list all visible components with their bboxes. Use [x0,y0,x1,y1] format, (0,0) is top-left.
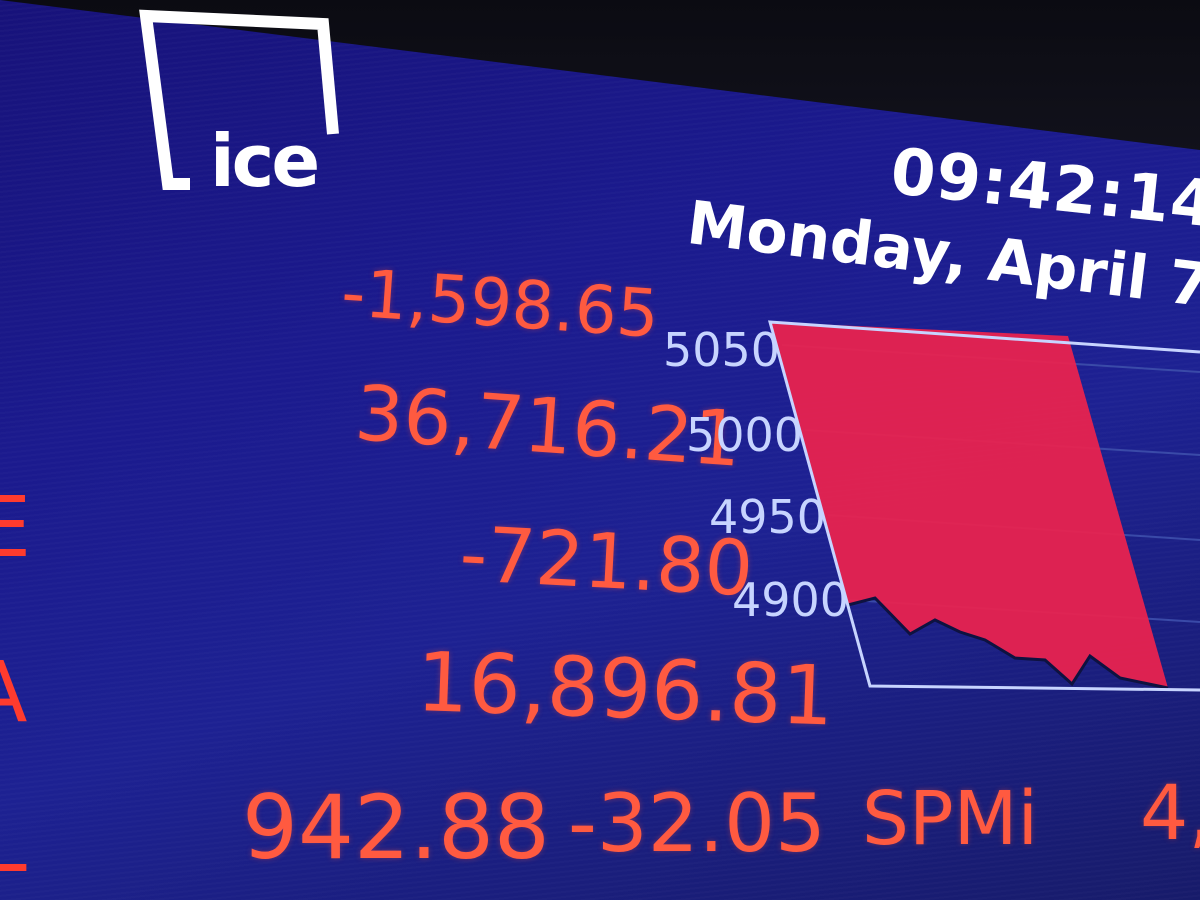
chart-series-line [847,596,1169,690]
y-tick-label-5000: 5000 [686,408,804,462]
bottom-change: -32.05 [568,777,826,870]
left-edge-letter-2: A [0,650,27,734]
bottom-symbol: SPMi [862,776,1039,862]
bottom-value: 942.88 [242,776,550,879]
left-edge-letter-1: E [0,478,32,576]
left-edge-letter-3: L [0,793,27,891]
ice-logo-icon [139,9,339,190]
ice-logo-text: ice [210,119,320,203]
bottom-partial-value: 4,8 [1140,768,1200,857]
chart-frame [767,320,1200,692]
y-tick-label-4950: 4950 [709,490,827,544]
y-tick-label-4900: 4900 [732,573,850,627]
y-tick-label-5050: 5050 [663,323,781,377]
chart-area-fill [770,322,1168,688]
